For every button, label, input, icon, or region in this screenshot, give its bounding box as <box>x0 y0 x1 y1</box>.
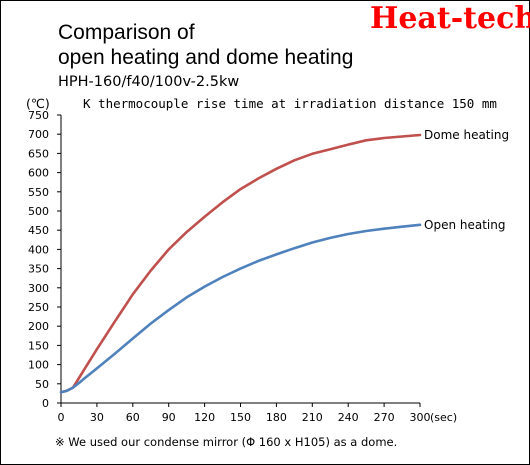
y-tick-label: 450 <box>28 224 49 237</box>
series-lines <box>59 133 422 394</box>
model-label: HPH-160/f40/100v-2.5kw <box>58 74 240 90</box>
y-tick-label: 500 <box>28 205 49 218</box>
dome-heating-line <box>59 133 422 394</box>
x-tick-label: 150 <box>230 411 251 424</box>
chart-title-line1: Comparison of <box>58 21 195 44</box>
dome-heating-label: Dome heating <box>424 128 509 142</box>
x-tick-label: 60 <box>126 411 140 424</box>
x-tick-label: 240 <box>338 411 359 424</box>
footnote: ※ We used our condense mirror (Φ 160 x H… <box>55 435 398 449</box>
y-axis-unit: (℃) <box>26 96 50 111</box>
brand-logo: Heat-tech <box>370 1 530 36</box>
y-tick-label: 650 <box>28 147 49 160</box>
y-tick-label: 600 <box>28 167 49 180</box>
y-tick-labels: 0 50 100 150 200 250 300 350 400 450 500 550 600 650 7… <box>28 109 49 410</box>
x-tick-label: 30 <box>90 411 104 424</box>
chart-subtitle: K thermocouple rise time at irradiation … <box>83 96 497 111</box>
y-tick-label: 400 <box>28 243 49 256</box>
y-tick-label: 750 <box>28 109 49 122</box>
x-tick-label: 210 <box>302 411 323 424</box>
y-tick-label: 250 <box>28 301 49 314</box>
y-tick-label: 350 <box>28 263 49 276</box>
y-tick-label: 550 <box>28 186 49 199</box>
y-tick-label: 50 <box>35 378 49 391</box>
x-tick-labels: 0 30 60 90 120 150 180 210 240 270 300 (sec) <box>58 411 458 424</box>
x-tick-label: 90 <box>162 411 176 424</box>
open-heating-label: Open heating <box>424 218 505 232</box>
x-tick-label: 0 <box>58 411 65 424</box>
y-tick-label: 700 <box>28 128 49 141</box>
x-tick-label: 300 <box>410 411 431 424</box>
y-tick-label: 150 <box>28 339 49 352</box>
chart-title-line2: open heating and dome heating <box>58 46 354 69</box>
open-heating-line <box>59 223 422 394</box>
series-labels: Dome heating Open heating <box>424 128 509 232</box>
y-tick-label: 100 <box>28 359 49 372</box>
x-axis-label: (sec) <box>430 411 457 424</box>
y-tick-label: 300 <box>28 282 49 295</box>
x-tick-label: 270 <box>374 411 395 424</box>
x-tick-label: 180 <box>266 411 287 424</box>
y-tick-label: 200 <box>28 320 49 333</box>
x-tick-label: 120 <box>194 411 215 424</box>
y-tick-label: 0 <box>42 397 49 410</box>
axes <box>57 114 421 407</box>
